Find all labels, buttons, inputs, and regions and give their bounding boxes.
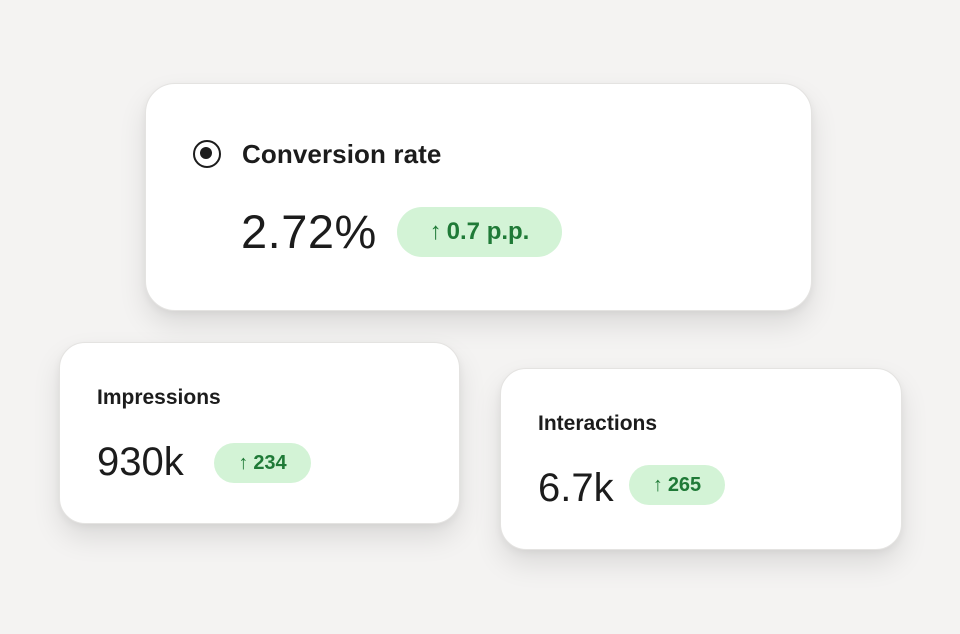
arrow-up-icon: ↑ [652,473,663,496]
conversion-rate-card[interactable]: Conversion rate 2.72% ↑ 0.7 p.p. [145,83,812,311]
conversion-rate-change-badge: ↑ 0.7 p.p. [397,207,562,257]
arrow-up-icon: ↑ [429,218,442,245]
conversion-rate-title: Conversion rate [242,139,442,169]
interactions-change-badge: ↑ 265 [629,465,725,505]
impressions-card[interactable]: Impressions 930k ↑ 234 [59,342,460,524]
radio-selected-icon[interactable] [193,140,221,168]
conversion-rate-change-value: 0.7 p.p. [446,218,530,245]
impressions-change-value: 234 [253,451,287,474]
radio-dot [200,147,213,160]
impressions-change-badge: ↑ 234 [214,443,311,483]
conversion-rate-value: 2.72% [241,205,377,258]
interactions-change-value: 265 [667,473,702,496]
interactions-card[interactable]: Interactions 6.7k ↑ 265 [500,368,902,550]
impressions-title: Impressions [97,386,221,409]
impressions-value: 930k [97,440,184,484]
arrow-up-icon: ↑ [238,451,249,474]
interactions-title: Interactions [538,412,658,435]
interactions-value: 6.7k [538,466,614,510]
